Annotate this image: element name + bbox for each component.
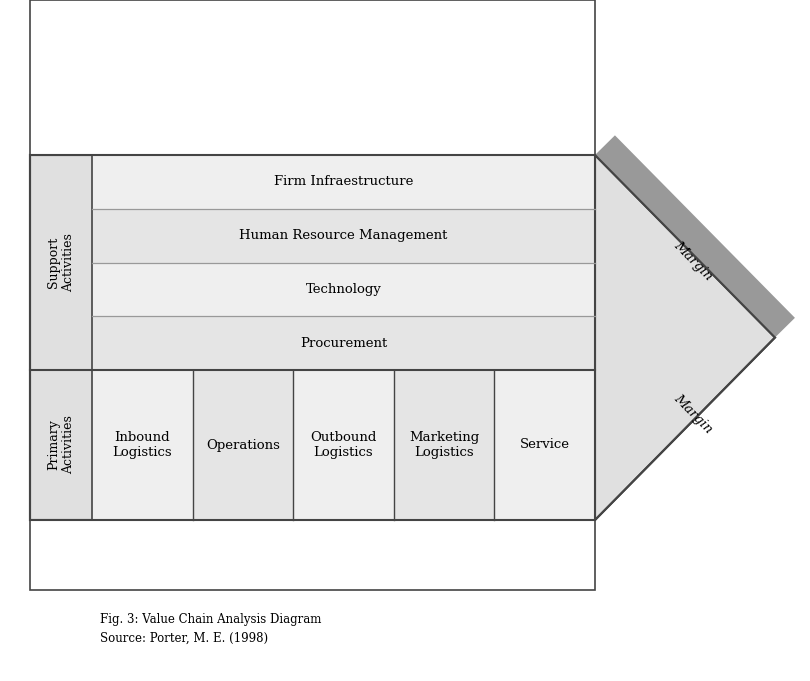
- Text: Support
Activities: Support Activities: [47, 233, 75, 292]
- Text: Marketing
Logistics: Marketing Logistics: [409, 431, 480, 459]
- Polygon shape: [30, 155, 775, 520]
- Bar: [494, 370, 595, 520]
- Bar: [92, 370, 193, 520]
- Text: Source: Porter, M. E. (1998): Source: Porter, M. E. (1998): [100, 631, 268, 644]
- Bar: [92, 316, 595, 370]
- Text: Procurement: Procurement: [300, 336, 387, 349]
- Bar: [92, 262, 595, 316]
- Text: Margin: Margin: [671, 239, 715, 283]
- Polygon shape: [595, 136, 795, 338]
- Text: Outbound
Logistics: Outbound Logistics: [310, 431, 377, 459]
- Bar: [30, 520, 595, 590]
- Text: Technology: Technology: [305, 283, 382, 296]
- Bar: [293, 370, 394, 520]
- Text: Human Resource Management: Human Resource Management: [239, 229, 448, 242]
- Bar: [30, 155, 595, 520]
- Text: Fig. 3: Value Chain Analysis Diagram: Fig. 3: Value Chain Analysis Diagram: [100, 614, 322, 627]
- Text: Service: Service: [520, 439, 569, 452]
- Text: Firm Infraestructure: Firm Infraestructure: [274, 176, 413, 189]
- Bar: [193, 370, 293, 520]
- Text: Inbound
Logistics: Inbound Logistics: [113, 431, 172, 459]
- Text: Primary
Activities: Primary Activities: [47, 415, 75, 475]
- Bar: [92, 209, 595, 262]
- Text: Margin: Margin: [671, 392, 715, 436]
- Bar: [92, 155, 595, 209]
- Bar: [30, 0, 595, 155]
- Text: Operations: Operations: [206, 439, 279, 452]
- Polygon shape: [575, 338, 775, 539]
- Bar: [394, 370, 494, 520]
